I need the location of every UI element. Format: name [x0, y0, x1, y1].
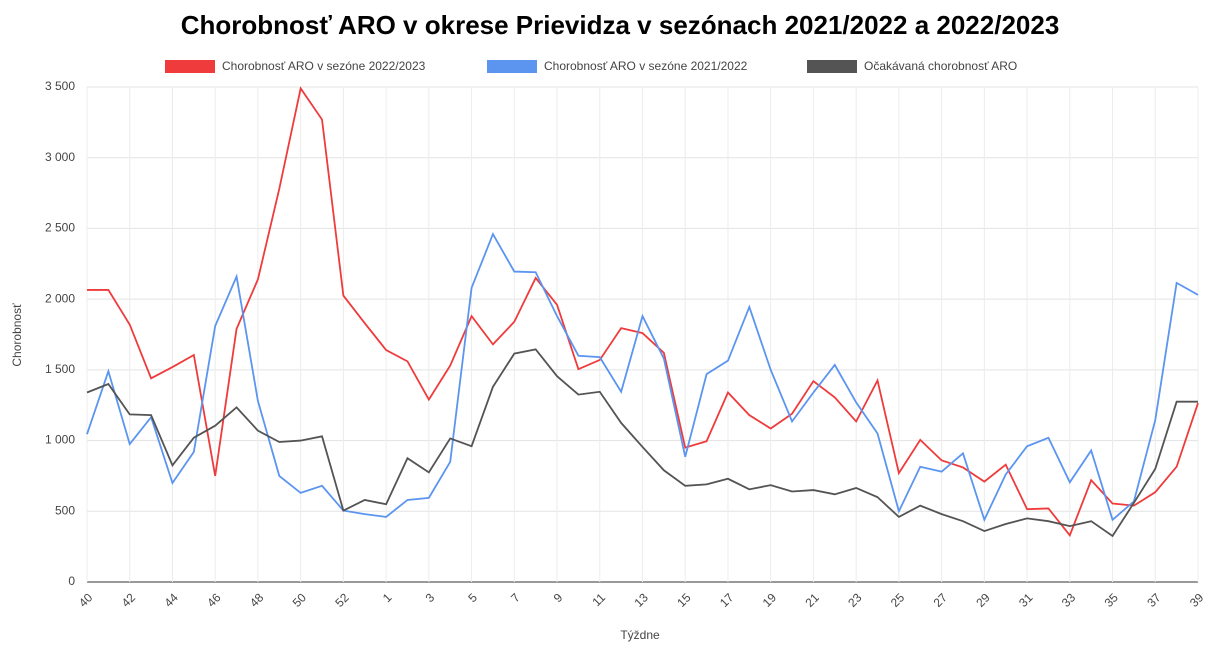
x-tick-label: 33	[1059, 590, 1079, 610]
line-series	[86, 348, 1198, 538]
chart-title: Chorobnosť ARO v okrese Prievidza v sezó…	[181, 10, 1060, 40]
y-axis-label: Chorobnosť	[10, 303, 24, 367]
x-tick-label: 9	[551, 590, 566, 605]
x-tick-label: 5	[465, 590, 480, 605]
x-tick-label: 44	[161, 590, 181, 610]
x-tick-label: 13	[632, 590, 652, 610]
x-tick-label: 17	[717, 590, 737, 610]
x-tick-label: 21	[802, 590, 822, 610]
x-tick-label: 11	[589, 590, 608, 609]
x-tick-label: 3	[423, 590, 438, 605]
x-tick-label: 39	[1187, 590, 1207, 610]
line-series	[86, 232, 1199, 523]
legend-swatch	[487, 60, 537, 73]
x-tick-label: 37	[1144, 590, 1164, 610]
x-tick-label: 15	[674, 590, 694, 610]
x-tick-label: 7	[508, 590, 523, 605]
x-tick-label: 23	[845, 590, 865, 610]
legend-swatch	[807, 60, 857, 73]
line-series	[87, 86, 1199, 538]
legend-label: Chorobnosť ARO v sezóne 2021/2022	[544, 59, 748, 73]
x-tick-label: 35	[1102, 590, 1122, 610]
x-tick-label: 50	[290, 590, 310, 610]
legend-label: Očakávaná chorobnosť ARO	[864, 59, 1017, 73]
x-tick-label: 40	[76, 590, 96, 610]
x-tick-label: 46	[204, 590, 224, 610]
y-tick-label: 2 500	[45, 221, 75, 235]
x-tick-label: 42	[119, 590, 139, 610]
x-axis-label: Týždne	[620, 628, 660, 642]
y-tick-label: 500	[55, 503, 75, 517]
y-tick-label: 3 000	[45, 150, 75, 164]
y-tick-label: 1 000	[45, 433, 75, 447]
x-tick-label: 19	[760, 590, 780, 610]
x-tick-label: 29	[973, 590, 993, 610]
y-tick-label: 2 000	[45, 291, 75, 305]
legend-swatch	[165, 60, 215, 73]
x-tick-label: 31	[1016, 590, 1036, 610]
legend-label: Chorobnosť ARO v sezóne 2022/2023	[222, 59, 426, 73]
x-tick-label: 27	[931, 590, 951, 610]
y-tick-label: 1 500	[45, 362, 75, 376]
y-tick-label: 0	[68, 574, 75, 588]
x-tick-label: 25	[888, 590, 908, 610]
x-tick-label: 48	[247, 590, 267, 610]
x-tick-label: 1	[380, 590, 395, 605]
x-tick-label: 52	[332, 590, 352, 610]
y-tick-label: 3 500	[45, 79, 75, 93]
